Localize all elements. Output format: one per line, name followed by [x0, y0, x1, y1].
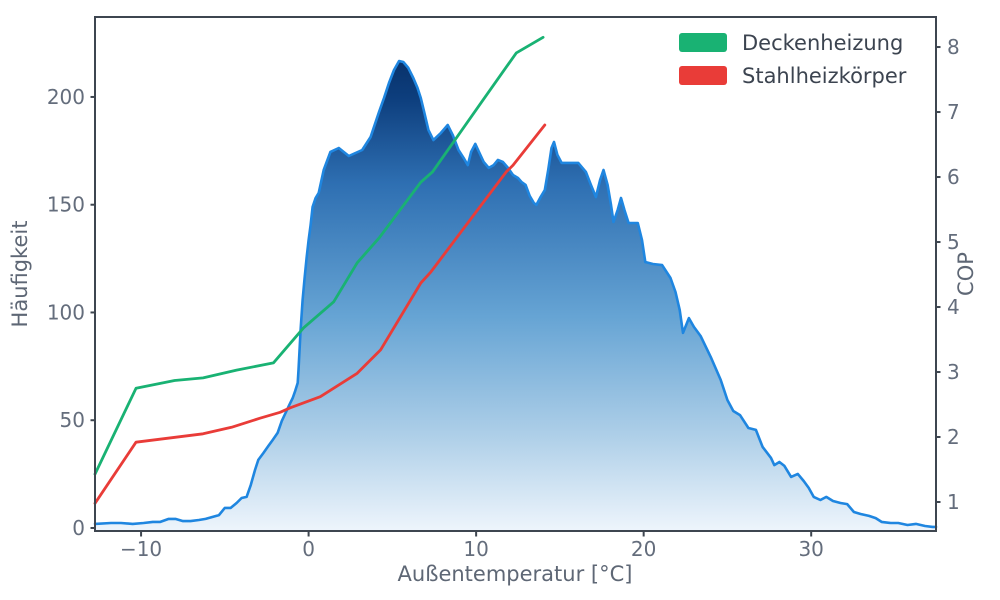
x-tick-label-10: 10	[463, 537, 488, 561]
left-y-axis-label: Häufigkeit	[8, 221, 32, 328]
deckenheizung-line	[93, 35, 545, 476]
y-right-tick-label-5: 5	[947, 230, 960, 254]
y-right-tick-label-1: 1	[947, 490, 960, 514]
legend: Deckenheizung Stahlheizkörper	[679, 31, 907, 88]
y-right-tick-label-4: 4	[947, 295, 960, 319]
histogram-area-fill	[95, 61, 936, 531]
y-left-tick-label-100: 100	[47, 300, 85, 324]
x-tick-label--10: −10	[120, 537, 162, 561]
x-tick-label-0: 0	[302, 537, 315, 561]
x-tick-label-30: 30	[798, 537, 823, 561]
y-right-tick-label-6: 6	[947, 165, 960, 189]
y-left-tick-label-200: 200	[47, 85, 85, 109]
y-right-tick-label-2: 2	[947, 425, 960, 449]
plot-frame	[94, 16, 937, 532]
legend-swatch-deckenheizung	[679, 33, 727, 52]
axis-tick-labels: −10 0 10 20 30 0 50 100 150 200 1 2 3 4 5 6 7 8	[47, 35, 960, 561]
y-right-tick-label-3: 3	[947, 360, 960, 384]
stahlheizkoerper-line	[93, 123, 547, 505]
y-left-tick-label-150: 150	[47, 193, 85, 217]
legend-label-deckenheizung: Deckenheizung	[742, 31, 903, 55]
y-left-tick-label-0: 0	[72, 516, 85, 540]
y-right-tick-label-7: 7	[947, 100, 960, 124]
x-tick-label-20: 20	[631, 537, 656, 561]
y-right-tick-label-8: 8	[947, 35, 960, 59]
right-y-axis-label: COP	[954, 252, 978, 296]
histogram-outline	[93, 59, 938, 529]
y-left-tick-label-50: 50	[60, 408, 85, 432]
legend-label-stahlheizkoerper: Stahlheizkörper	[742, 64, 907, 88]
x-axis-label: Außentemperatur [°C]	[398, 562, 633, 586]
legend-swatch-stahlheizkoerper	[679, 66, 727, 85]
